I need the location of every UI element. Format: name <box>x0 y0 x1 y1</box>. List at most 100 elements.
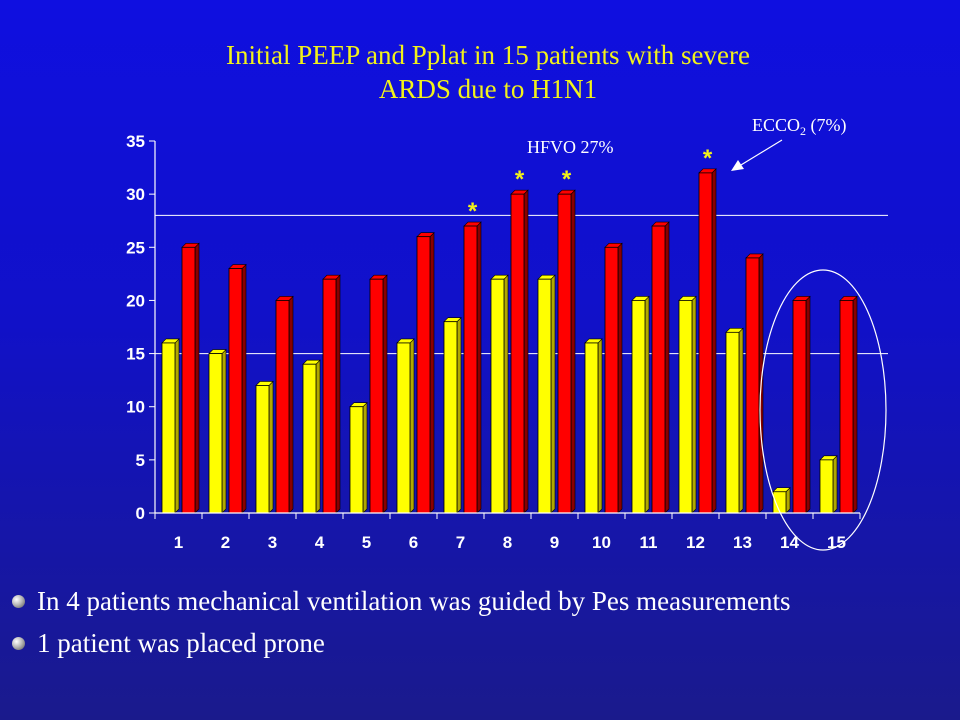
bar-front <box>651 225 666 514</box>
x-tick-label: 7 <box>456 533 465 552</box>
bar-front <box>772 491 787 514</box>
bar-red-15 <box>839 295 858 514</box>
y-tick-label: 5 <box>136 451 145 470</box>
bar-red-10 <box>604 242 623 514</box>
bar-front <box>275 300 290 514</box>
y-tick-label: 25 <box>126 238 145 257</box>
x-tick-label: 9 <box>550 533 559 552</box>
sphere-bullet-icon <box>12 636 25 650</box>
bar-side <box>362 401 368 514</box>
bar-red-4 <box>322 274 341 514</box>
x-tick-label: 6 <box>409 533 418 552</box>
bar-side <box>523 189 529 514</box>
bar-side <box>805 295 811 514</box>
bar-front <box>510 193 525 514</box>
bar-side <box>382 274 388 514</box>
bar-front <box>490 278 505 514</box>
bar-front <box>678 300 693 514</box>
bar-side <box>241 263 247 514</box>
bar-yellow-5 <box>349 401 368 514</box>
bar-side <box>503 274 509 514</box>
bar-side <box>691 295 697 514</box>
bar-side <box>711 168 717 514</box>
sphere-bullet-icon <box>12 594 25 608</box>
bar-front <box>181 246 196 514</box>
bar-front <box>698 172 713 514</box>
bar-side <box>429 231 435 514</box>
highlight-ellipse <box>759 269 887 551</box>
bar-red-7 <box>463 221 482 514</box>
bar-yellow-12 <box>678 295 697 514</box>
bar-front <box>396 342 411 514</box>
bar-front <box>725 331 740 514</box>
bar-red-8 <box>510 189 529 514</box>
bar-front <box>819 459 834 514</box>
bar-red-12 <box>698 168 717 514</box>
bar-side <box>456 316 462 514</box>
bullet-list: In 4 patients mechanical ventilation was… <box>12 580 791 664</box>
bar-red-14 <box>792 295 811 514</box>
y-tick-label: 20 <box>126 291 145 310</box>
bar-yellow-11 <box>631 295 650 514</box>
bars <box>161 168 858 514</box>
title-line-2: ARDS due to H1N1 <box>378 74 598 104</box>
annotations: HFVO 27% ECCO2 (7%) * * * * <box>468 115 887 551</box>
bar-front <box>161 342 176 514</box>
bar-side <box>664 221 670 514</box>
bar-side <box>644 295 650 514</box>
bar-side <box>738 327 744 514</box>
bar-front <box>416 236 431 514</box>
bar-side <box>832 455 838 514</box>
bar-side <box>315 359 321 514</box>
bar-red-1 <box>181 242 200 514</box>
bar-front <box>228 268 243 514</box>
bullet-item-2: 1 patient was placed prone <box>12 622 791 664</box>
asterisk-marker-8: * <box>515 166 525 193</box>
bar-side <box>570 189 576 514</box>
bar-yellow-2 <box>208 348 227 514</box>
y-tick-label: 15 <box>126 345 145 364</box>
y-tick-label: 10 <box>126 398 145 417</box>
x-tick-label: 2 <box>221 533 230 552</box>
x-tick-label: 3 <box>268 533 277 552</box>
bar-red-9 <box>557 189 576 514</box>
y-tick-label: 35 <box>126 132 145 151</box>
asterisk-marker-12: * <box>703 145 713 172</box>
bar-front <box>537 278 552 514</box>
x-tick-label: 12 <box>686 533 705 552</box>
bar-front <box>792 300 807 514</box>
bar-front <box>839 300 854 514</box>
x-tick-label: 13 <box>733 533 752 552</box>
bar-yellow-15 <box>819 455 838 514</box>
bar-front <box>443 321 458 514</box>
bar-side <box>268 380 274 514</box>
x-tick-label: 8 <box>503 533 512 552</box>
bar-front <box>369 278 384 514</box>
x-tick-label: 10 <box>592 533 611 552</box>
bar-front <box>208 353 223 514</box>
bullet-text-2: 1 patient was placed prone <box>37 627 325 658</box>
bar-side <box>852 295 858 514</box>
bar-yellow-3 <box>255 380 274 514</box>
bullet-item-1: In 4 patients mechanical ventilation was… <box>12 580 791 622</box>
x-tick-label: 4 <box>315 533 325 552</box>
title-line-1: Initial PEEP and Pplat in 15 patients wi… <box>226 40 750 70</box>
bullet-text-1: In 4 patients mechanical ventilation was… <box>37 585 791 616</box>
bar-side <box>174 338 180 514</box>
bar-yellow-6 <box>396 338 415 514</box>
y-tick-label: 30 <box>126 185 145 204</box>
bar-side <box>221 348 227 514</box>
y-tick-label: 0 <box>136 504 145 523</box>
x-tick-label: 14 <box>780 533 799 552</box>
x-tick-label: 1 <box>174 533 183 552</box>
bar-red-3 <box>275 295 294 514</box>
bar-front <box>604 246 619 514</box>
bar-red-11 <box>651 221 670 514</box>
bar-front <box>557 193 572 514</box>
bar-side <box>617 242 623 514</box>
bar-side <box>476 221 482 514</box>
bar-side <box>550 274 556 514</box>
bar-side <box>288 295 294 514</box>
